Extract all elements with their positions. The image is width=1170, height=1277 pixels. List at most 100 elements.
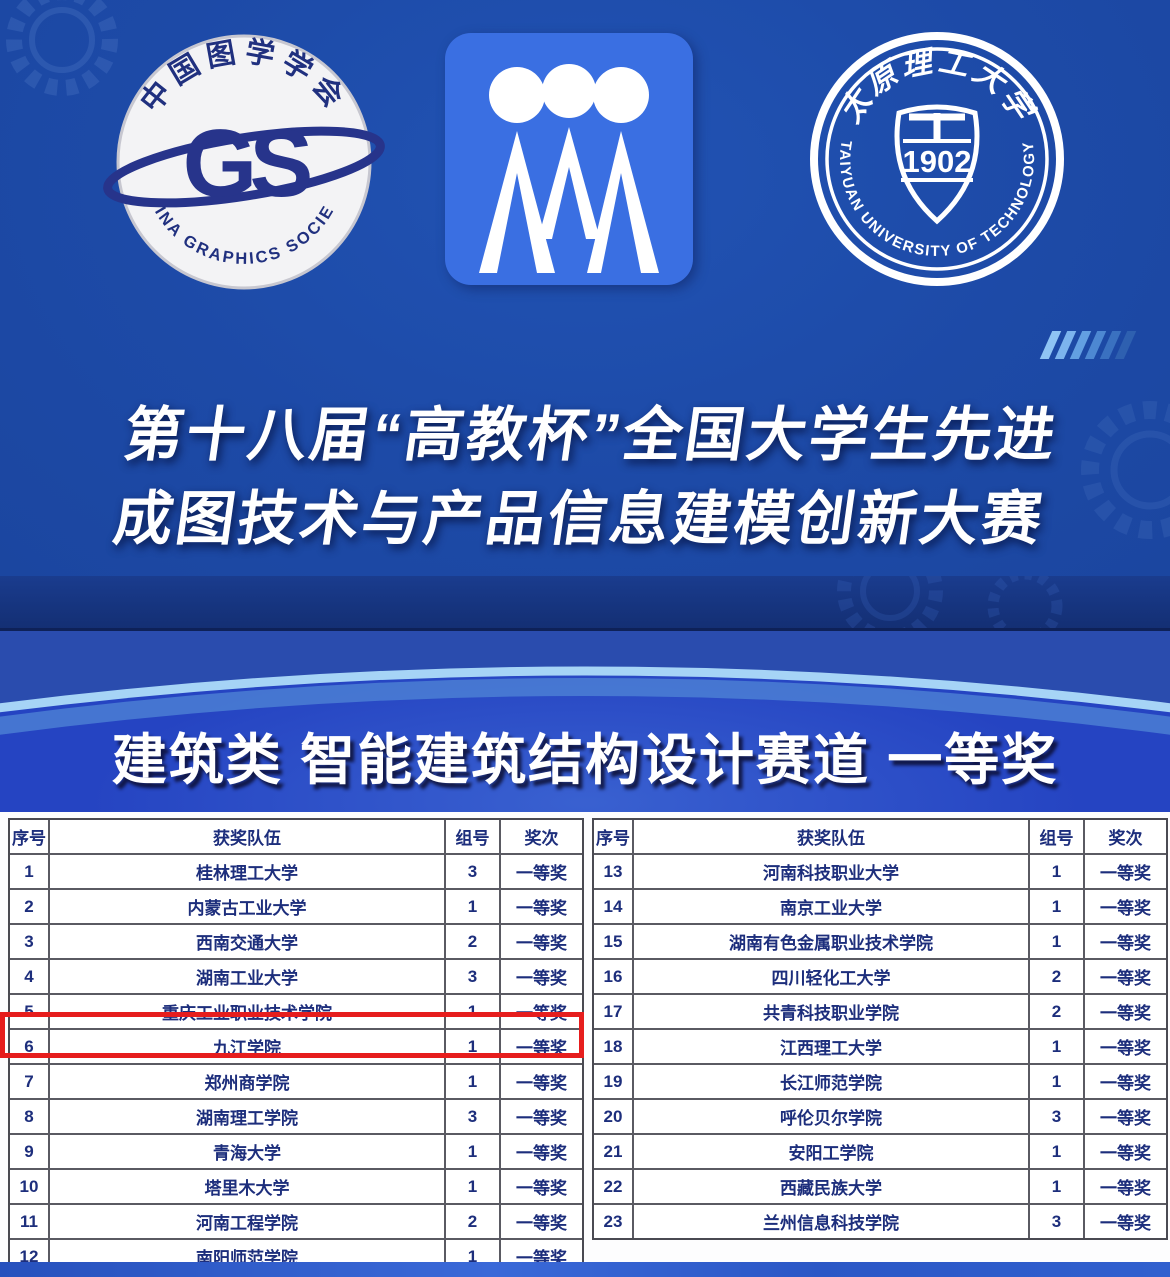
- cell-team: 河南工程学院: [50, 1205, 446, 1238]
- cell-no: 2: [10, 890, 50, 923]
- cell-no: 5: [10, 995, 50, 1028]
- cell-group: 1: [1030, 1030, 1085, 1063]
- tut-year: 1902: [903, 144, 972, 179]
- cell-team: 塔里木大学: [50, 1170, 446, 1203]
- cell-award: 一等奖: [1100, 1214, 1151, 1233]
- cell-no: 17: [594, 995, 634, 1028]
- table-row: 13 河南科技职业大学 1 一等奖: [594, 853, 1166, 888]
- cell-team: 西南交通大学: [50, 925, 446, 958]
- footer-strip: [0, 1262, 1170, 1277]
- cell-group: 3: [446, 960, 501, 993]
- cell-award: 一等奖: [1100, 864, 1151, 883]
- divider-band: [0, 576, 1170, 631]
- cell-team: 湖南工业大学: [50, 960, 446, 993]
- table-header-row: 序号 获奖队伍 组号 奖次: [594, 820, 1166, 853]
- cell-no: 3: [10, 925, 50, 958]
- cell-team: 河南科技职业大学: [634, 855, 1030, 888]
- cell-no: 20: [594, 1100, 634, 1133]
- cell-group: 2: [446, 925, 501, 958]
- col-header-award: 奖次: [524, 829, 559, 848]
- col-header-team: 获奖队伍: [50, 820, 446, 853]
- table-row: 1 桂林理工大学 3 一等奖: [10, 853, 582, 888]
- cell-award: 一等奖: [1100, 1074, 1151, 1093]
- table-row: 11 河南工程学院 2 一等奖: [10, 1203, 582, 1238]
- banner-arc-decoration: [0, 631, 1170, 735]
- cell-award: 一等奖: [516, 1179, 567, 1198]
- cell-no: 12: [10, 1240, 50, 1273]
- award-table-right: 序号 获奖队伍 组号 奖次 13 河南科技职业大学 1 一等奖 14 南京工业大…: [592, 818, 1168, 1240]
- cell-group: 1: [1030, 855, 1085, 888]
- table-row: 20 呼伦贝尔学院 3 一等奖: [594, 1098, 1166, 1133]
- table-row: 23 兰州信息科技学院 3 一等奖: [594, 1203, 1166, 1238]
- cell-no: 16: [594, 960, 634, 993]
- cgs-logo: GS 中国图学学会 CHINA GRAPHICS SOCIETY: [98, 16, 385, 290]
- cell-no: 4: [10, 960, 50, 993]
- table-row: 17 共青科技职业学院 2 一等奖: [594, 993, 1166, 1028]
- cell-award: 一等奖: [516, 1074, 567, 1093]
- cell-award: 一等奖: [1100, 1109, 1151, 1128]
- cell-no: 22: [594, 1170, 634, 1203]
- cell-award: 一等奖: [1100, 934, 1151, 953]
- cell-team: 呼伦贝尔学院: [634, 1100, 1030, 1133]
- banner-title: 建筑类 智能建筑结构设计赛道 一等奖: [111, 729, 1059, 791]
- cell-group: 2: [1030, 960, 1085, 993]
- cell-award: 一等奖: [1100, 899, 1151, 918]
- cell-no: 7: [10, 1065, 50, 1098]
- gear-icon: [1081, 401, 1170, 539]
- main-title: 第十八届“高教杯”全国大学生先进 成图技术与产品信息建模创新大赛: [0, 394, 1170, 562]
- cell-award: 一等奖: [516, 934, 567, 953]
- cell-award: 一等奖: [1100, 1179, 1151, 1198]
- cell-no: 15: [594, 925, 634, 958]
- cell-group: 1: [446, 1065, 501, 1098]
- cell-group: 2: [1030, 995, 1085, 1028]
- cell-award: 一等奖: [1100, 1039, 1151, 1058]
- header-section: GS 中国图学学会 CHINA GRAPHICS SOCIETY: [0, 0, 1170, 576]
- cell-no: 1: [10, 855, 50, 888]
- cell-award: 一等奖: [1100, 969, 1151, 988]
- cell-group: 3: [1030, 1100, 1085, 1133]
- col-header-group: 组号: [1030, 820, 1085, 853]
- cell-team: 青海大学: [50, 1135, 446, 1168]
- cell-group: 1: [446, 1135, 501, 1168]
- cell-team: 南京工业大学: [634, 890, 1030, 923]
- cell-no: 23: [594, 1205, 634, 1238]
- cell-team: 安阳工学院: [634, 1135, 1030, 1168]
- cell-no: 11: [10, 1205, 50, 1238]
- tut-logo: 太原理工大学 TAIYUAN UNIVERSITY OF TECHNOLOGY …: [810, 32, 1064, 286]
- cell-award: 一等奖: [516, 1214, 567, 1233]
- col-header-team: 获奖队伍: [634, 820, 1030, 853]
- table-row: 14 南京工业大学 1 一等奖: [594, 888, 1166, 923]
- table-row: 21 安阳工学院 1 一等奖: [594, 1133, 1166, 1168]
- table-row: 9 青海大学 1 一等奖: [10, 1133, 582, 1168]
- title-line-2: 成图技术与产品信息建模创新大赛: [109, 485, 1049, 552]
- col-header-no: 序号: [594, 820, 634, 853]
- category-banner: 建筑类 智能建筑结构设计赛道 一等奖: [0, 631, 1170, 812]
- cell-group: 3: [1030, 1205, 1085, 1238]
- col-header-group: 组号: [446, 820, 501, 853]
- cell-team: 西藏民族大学: [634, 1170, 1030, 1203]
- cell-no: 8: [10, 1100, 50, 1133]
- slash-decoration: [1039, 331, 1137, 359]
- cell-no: 21: [594, 1135, 634, 1168]
- cell-award: 一等奖: [1100, 1144, 1151, 1163]
- cell-award: 一等奖: [1100, 1004, 1151, 1023]
- cell-no: 14: [594, 890, 634, 923]
- highlight-box: [0, 1012, 584, 1058]
- cell-no: 10: [10, 1170, 50, 1203]
- cell-team: 内蒙古工业大学: [50, 890, 446, 923]
- cell-group: 1: [446, 1170, 501, 1203]
- cell-group: 3: [446, 855, 501, 888]
- cell-award: 一等奖: [516, 864, 567, 883]
- table-row: 2 内蒙古工业大学 1 一等奖: [10, 888, 582, 923]
- cgs-monogram: GS: [183, 110, 311, 217]
- table-row: 15 湖南有色金属职业技术学院 1 一等奖: [594, 923, 1166, 958]
- cell-award: 一等奖: [516, 1144, 567, 1163]
- table-row: 8 湖南理工学院 3 一等奖: [10, 1098, 582, 1133]
- cell-no: 9: [10, 1135, 50, 1168]
- cell-team: 湖南理工学院: [50, 1100, 446, 1133]
- cell-group: 1: [1030, 1135, 1085, 1168]
- cell-team: 湖南有色金属职业技术学院: [634, 925, 1030, 958]
- table-row: 3 西南交通大学 2 一等奖: [10, 923, 582, 958]
- cell-group: 1: [446, 890, 501, 923]
